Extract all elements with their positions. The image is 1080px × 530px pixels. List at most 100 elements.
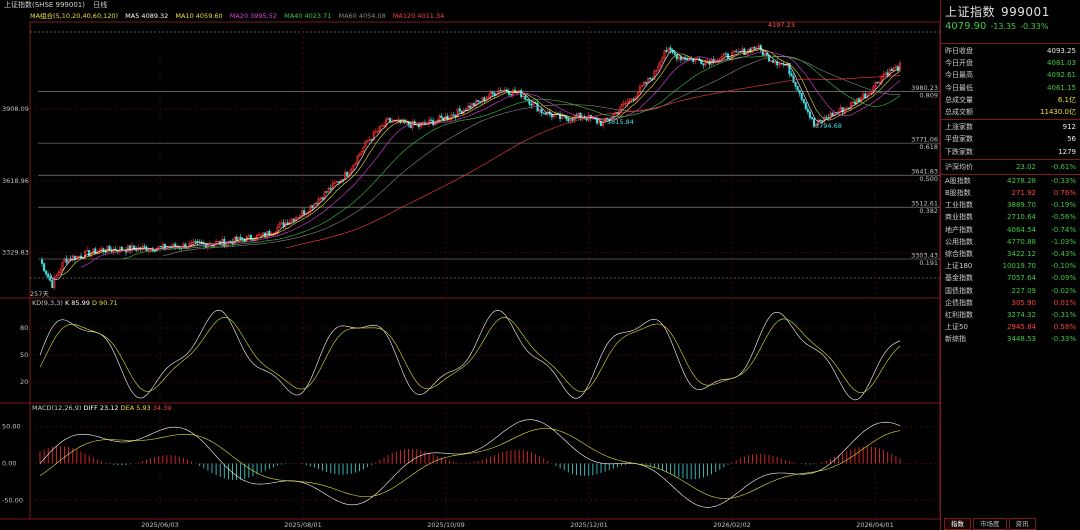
candle-body <box>239 236 242 240</box>
candle-body <box>741 48 744 53</box>
candle-body <box>376 130 379 133</box>
low2-annotation: 3794.68 <box>815 122 842 130</box>
macd-dea-line <box>39 428 901 499</box>
ma-legend: MA组合(5,10,20,40,60,120) MA5 4089.32 MA10… <box>30 11 449 22</box>
index-row[interactable]: 国债指数 227.09 -0.02% <box>941 285 1080 297</box>
ma-group-label[interactable]: MA组合(5,10,20,40,60,120) <box>30 12 119 20</box>
breadth-value: 912 <box>1062 123 1076 132</box>
candle-body <box>552 114 556 118</box>
candle-body <box>894 66 897 69</box>
index-row[interactable]: 企债指数 305.90 0.01% <box>941 297 1080 309</box>
candle-body <box>387 117 390 120</box>
panel-tab[interactable]: 指数 <box>944 518 971 530</box>
candle-body <box>536 103 539 112</box>
candle-body <box>632 98 635 100</box>
candle-body <box>354 163 357 166</box>
candle-body <box>509 94 513 96</box>
candle-body <box>77 255 80 257</box>
index-row[interactable]: 上证180 10019.70 -0.10% <box>941 260 1080 272</box>
index-row[interactable]: B股指数 271.92 0.76% <box>941 187 1080 199</box>
candle-body <box>430 119 433 121</box>
candle-body <box>677 56 680 60</box>
index-pct: 0.01% <box>1053 298 1076 307</box>
kd-d: D 90.71 <box>91 299 118 307</box>
panel-tab[interactable]: 市场度 <box>973 518 1007 530</box>
candle-body <box>129 245 132 251</box>
stat-value: 4092.61 <box>1047 71 1076 80</box>
candle-body <box>638 86 642 94</box>
candle-body <box>661 57 664 62</box>
index-row[interactable]: 基金指数 7057.64 -0.09% <box>941 272 1080 284</box>
candle-body <box>765 53 768 56</box>
candle-body <box>358 154 361 157</box>
fib-price: 3980.23 <box>911 84 938 92</box>
kline-chart[interactable]: 3980.230.809 3771.060.618 3641.830.500 3512… <box>0 0 940 530</box>
candle-body <box>884 72 887 75</box>
candle-body <box>249 234 252 240</box>
candle-body <box>49 276 52 281</box>
candle-body <box>323 191 326 200</box>
index-pct: -0.43% <box>1051 250 1076 258</box>
candle-body <box>200 242 203 244</box>
index-value: 227.09 <box>1011 286 1037 295</box>
macd-tick: 0.00 <box>2 460 16 468</box>
candle-body <box>817 120 820 125</box>
stats-block: 昨日收盘 4093.25 今日开盘 4081.03 今日最高 4092.61 今日最低 406… <box>941 44 1080 121</box>
candle-body <box>378 125 381 132</box>
index-row[interactable]: 新综指 3448.53 -0.33% <box>941 333 1080 345</box>
candle-body <box>771 60 775 63</box>
stat-row: 总成交额 11430.0亿 <box>941 106 1080 118</box>
candle-body <box>268 231 271 236</box>
stat-label: 今日最低 <box>945 83 973 92</box>
index-row[interactable]: 工业指数 3889.70 -0.19% <box>941 199 1080 211</box>
candle-body <box>301 210 304 216</box>
index-label: 公用指数 <box>945 237 973 246</box>
macd-tick: -50.00 <box>2 496 23 504</box>
candle-body <box>190 242 193 244</box>
period-selector[interactable]: 日线 <box>93 1 108 9</box>
candle-body <box>886 72 889 77</box>
index-row[interactable]: 上证50 2945.84 0.58% <box>941 321 1080 333</box>
stat-value: 4081.03 <box>1047 59 1076 68</box>
candle-body <box>806 108 809 113</box>
candle-body <box>61 261 64 270</box>
candle-body <box>40 259 44 264</box>
price-tick: 3908.09 <box>2 105 29 113</box>
candle-body <box>507 91 510 95</box>
candle-body <box>280 222 283 225</box>
candle-body <box>63 258 66 263</box>
panel-tab[interactable]: 资讯 <box>1008 518 1036 530</box>
candle-body <box>849 102 852 109</box>
index-pct: -0.09% <box>1051 274 1076 283</box>
candle-body <box>335 181 338 183</box>
stat-label: 昨日收盘 <box>945 47 973 55</box>
kd-legend: KD(9,3,3) K 85.99 D 90.71 <box>32 299 118 307</box>
candle-body <box>538 108 541 112</box>
candle-body <box>503 89 506 91</box>
candle-body <box>640 85 644 87</box>
candle-body <box>325 191 328 193</box>
candle-body <box>622 103 625 106</box>
index-change: -13.35 <box>990 22 1017 31</box>
index-row[interactable]: A股指数 4278.28 -0.33% <box>941 175 1080 187</box>
index-row[interactable]: 红利指数 3274.32 -0.31% <box>941 309 1080 321</box>
index-row[interactable]: 公用指数 4770.88 -1.03% <box>941 236 1080 248</box>
date-tick: 2026/02/02 <box>713 521 750 529</box>
candle-body <box>550 113 553 118</box>
candle-body <box>481 97 484 103</box>
macd-tick: 50.00 <box>2 423 21 431</box>
ma-line-20 <box>80 51 901 268</box>
candle-body <box>221 239 224 245</box>
candle-body <box>362 146 365 152</box>
index-row[interactable]: 综合指数 3422.12 -0.43% <box>941 248 1080 260</box>
index-row[interactable]: 商业指数 2710.64 -0.56% <box>941 211 1080 223</box>
candle-body <box>665 50 668 52</box>
stat-value: 6.1亿 <box>1057 95 1076 104</box>
index-row[interactable]: 地产指数 4064.54 -0.74% <box>941 224 1080 236</box>
index-label: 基金指数 <box>945 274 973 283</box>
macd-diff: DIFF 23.12 <box>83 404 119 412</box>
kd-tick: 20 <box>20 378 28 386</box>
candle-body <box>126 245 130 253</box>
kd-label[interactable]: KD(9,3,3) <box>32 299 63 307</box>
macd-label[interactable]: MACD(12,26,9) <box>32 404 82 412</box>
